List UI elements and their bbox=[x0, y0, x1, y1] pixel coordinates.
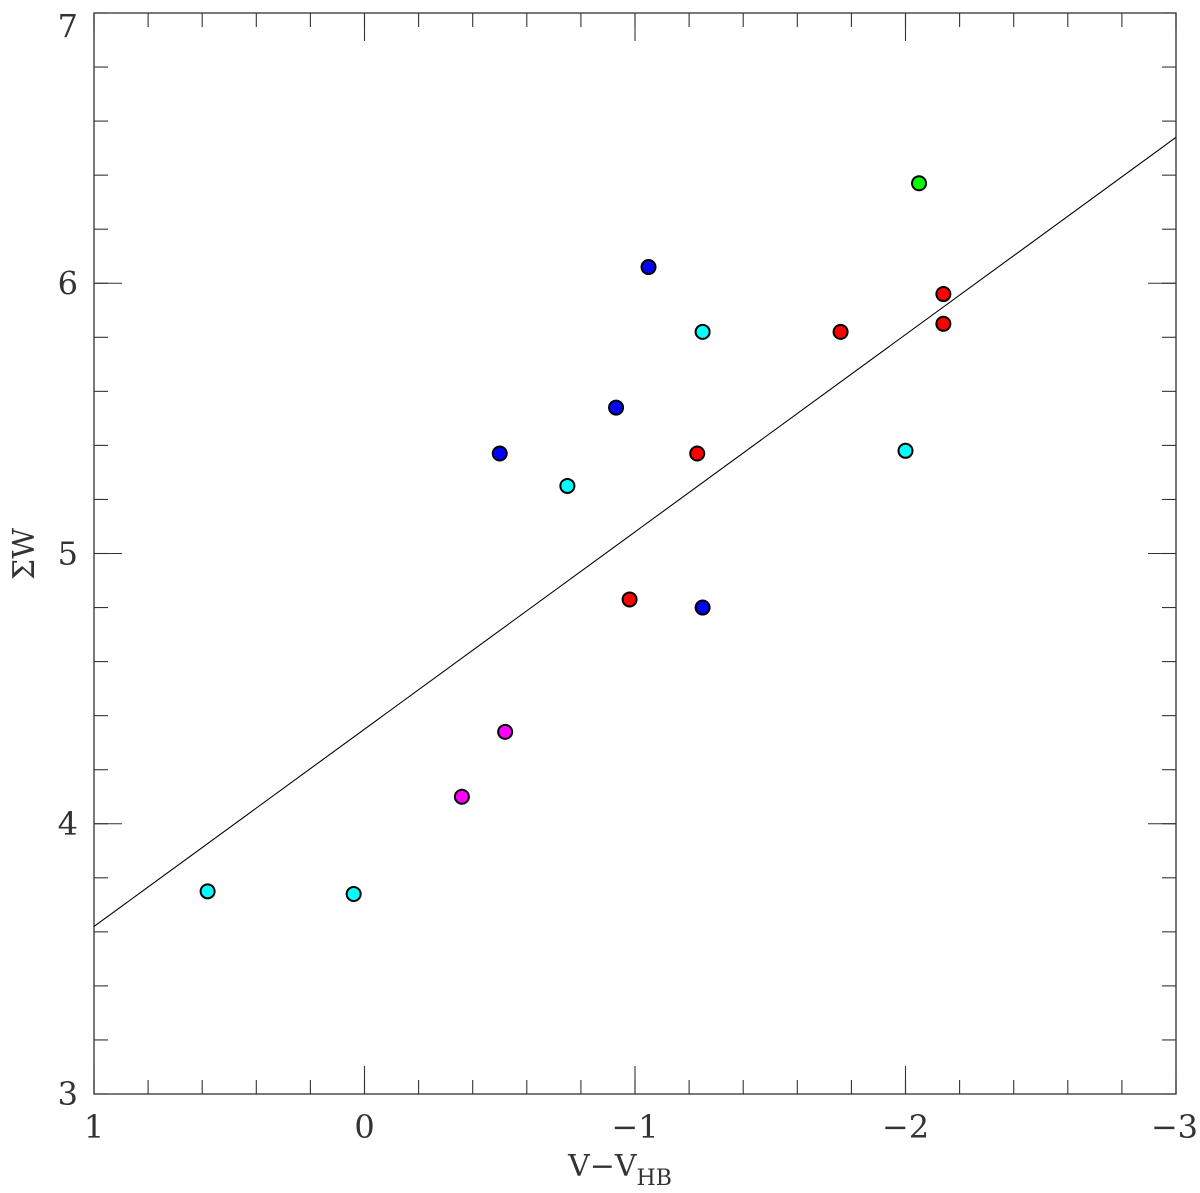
y-tick-label: 5 bbox=[58, 535, 78, 573]
y-tick-label: 3 bbox=[58, 1075, 78, 1113]
data-point-blue bbox=[640, 259, 657, 276]
fit-line bbox=[93, 136, 1177, 927]
data-point-blue bbox=[694, 599, 711, 616]
data-point-red bbox=[621, 591, 638, 608]
tick-labels: 1 0 −1 −2 −3 3 4 5 6 7 bbox=[58, 7, 1198, 1146]
y-tick-label: 6 bbox=[58, 264, 78, 302]
data-point-cyan bbox=[694, 323, 711, 340]
y-axis-label: ΣW bbox=[7, 528, 42, 580]
data-point-cyan bbox=[345, 886, 362, 903]
y-tick-label: 4 bbox=[58, 805, 78, 843]
data-point-red bbox=[935, 286, 952, 303]
data-points bbox=[199, 175, 952, 903]
x-tick-label: −1 bbox=[611, 1108, 658, 1146]
major-ticks bbox=[93, 12, 1177, 1095]
x-axis-label: V−VHB bbox=[567, 1149, 672, 1191]
data-point-red bbox=[689, 445, 706, 462]
y-tick-label: 7 bbox=[58, 7, 78, 45]
minor-ticks bbox=[93, 12, 1177, 1095]
x-axis-label-subscript: HB bbox=[637, 1166, 672, 1191]
data-point-blue bbox=[608, 399, 625, 416]
data-point-blue bbox=[491, 445, 508, 462]
x-axis-label-main: V−V bbox=[567, 1149, 638, 1184]
data-point-red bbox=[935, 315, 952, 332]
data-point-cyan bbox=[199, 883, 216, 900]
data-point-green bbox=[911, 175, 928, 192]
data-point-cyan bbox=[897, 442, 914, 459]
plot-frame bbox=[93, 12, 1177, 1095]
x-tick-label: −3 bbox=[1151, 1108, 1198, 1146]
x-tick-label: 0 bbox=[354, 1108, 374, 1146]
data-point-magenta bbox=[497, 723, 514, 740]
data-point-cyan bbox=[559, 477, 576, 494]
x-tick-label: 1 bbox=[84, 1108, 104, 1146]
data-point-red bbox=[832, 323, 849, 340]
data-point-magenta bbox=[453, 788, 470, 805]
x-tick-label: −2 bbox=[882, 1108, 929, 1146]
